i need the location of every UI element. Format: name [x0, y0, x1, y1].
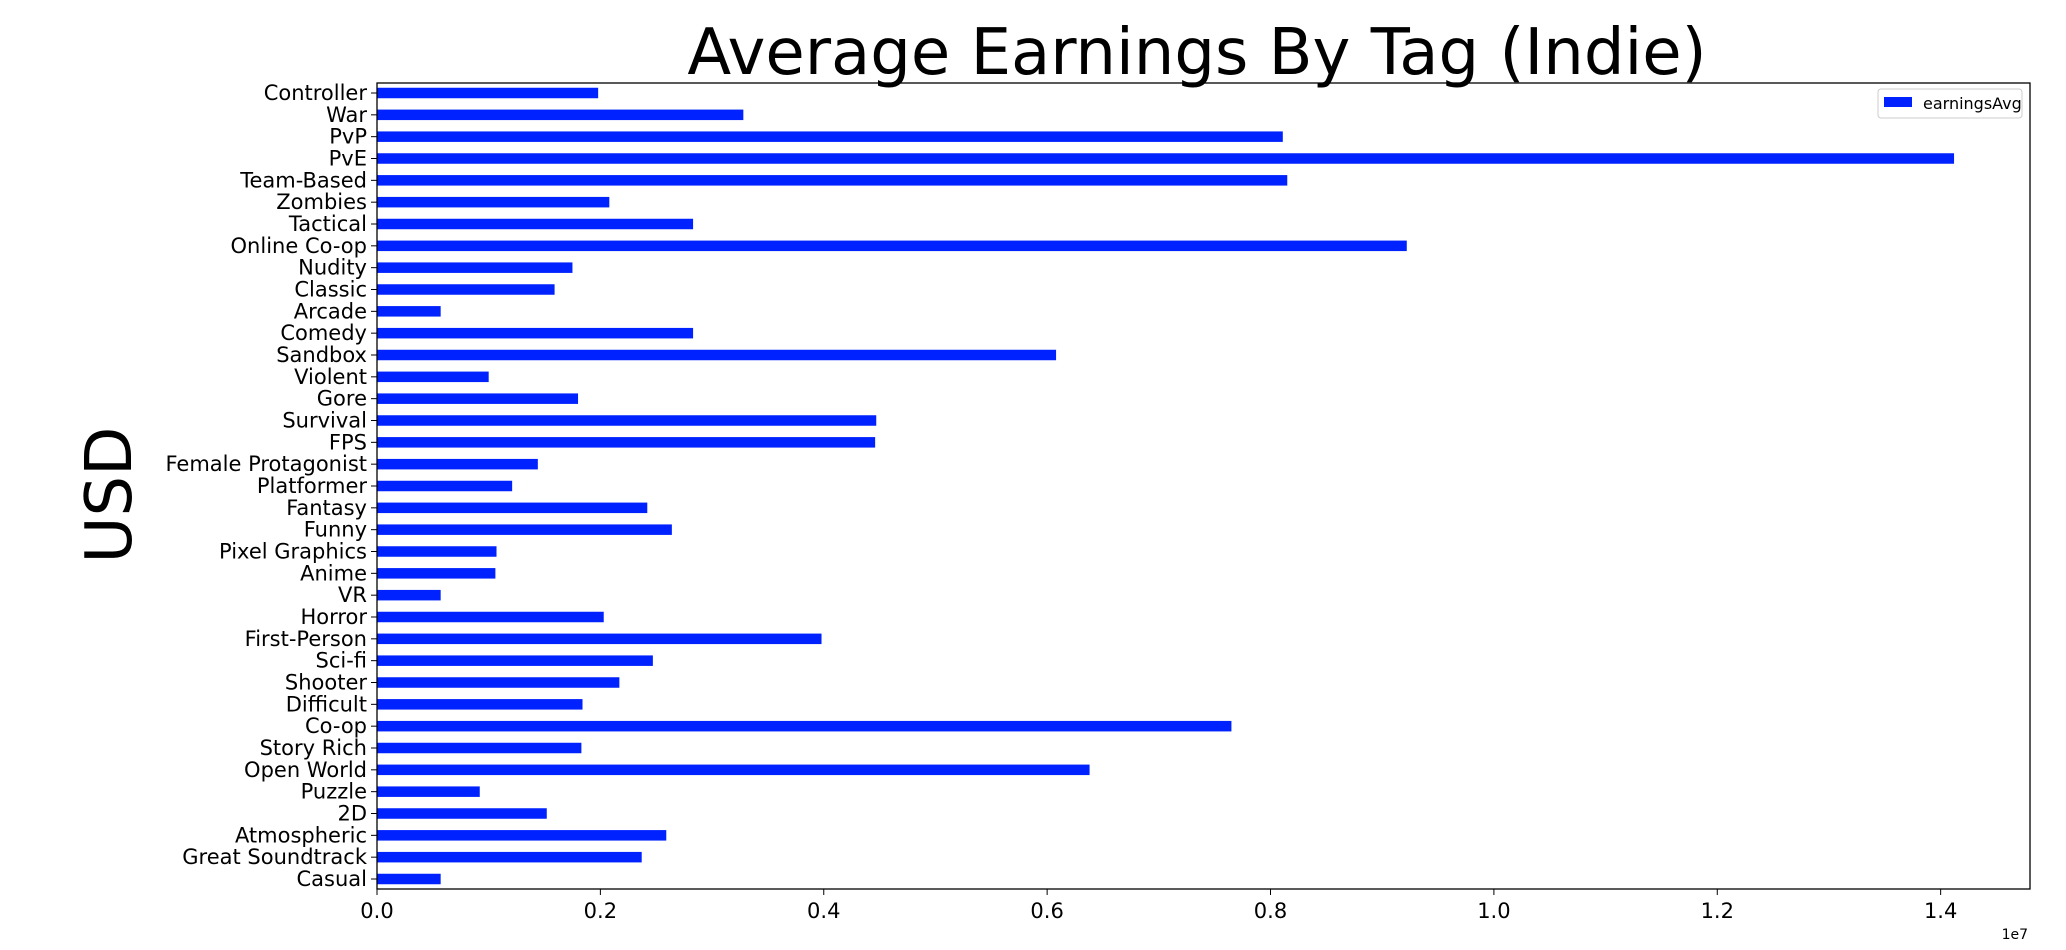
- bar-pvp: [377, 131, 1283, 142]
- x-tick-label: 0.6: [1030, 899, 1063, 923]
- bar-pixel-graphics: [377, 546, 497, 557]
- x-ticks-layer: 0.0 0.2 0.4 0.6 0.8 1.0 1.2 1.4: [360, 889, 1957, 923]
- y-tick-label: Team-Based: [239, 168, 367, 192]
- bar-team-based: [377, 175, 1288, 186]
- bar-zombies: [377, 196, 610, 208]
- legend: earningsAvg: [1877, 88, 2023, 119]
- y-tick-label: Story Rich: [260, 736, 367, 760]
- bar-fantasy: [377, 502, 648, 514]
- y-tick-label: Arcade: [294, 299, 367, 323]
- bar-arcade: [377, 306, 441, 317]
- x-tick-label: 1.0: [1477, 899, 1510, 923]
- legend-entry-label: earningsAvg: [1923, 94, 2022, 113]
- bar-vr: [377, 589, 441, 601]
- bar-funny: [377, 524, 672, 535]
- bar-female-protagonist: [377, 458, 538, 470]
- y-tick-label: Pixel Graphics: [219, 540, 367, 564]
- y-tick-label: Shooter: [285, 671, 367, 695]
- y-tick-label: Casual: [297, 867, 368, 891]
- bar-sci-fi: [377, 655, 653, 666]
- x-tick-label: 0.8: [1254, 899, 1287, 923]
- bar-controller: [377, 87, 599, 99]
- y-tick-label: Open World: [244, 758, 367, 782]
- y-tick-label: Classic: [294, 278, 367, 302]
- bar-2d: [377, 808, 547, 819]
- bar-great-soundtrack: [377, 851, 642, 863]
- y-tick-label: Online Co-op: [231, 234, 367, 258]
- x-tick-label: 0.0: [360, 899, 393, 923]
- y-tick-label: Gore: [317, 387, 367, 411]
- y-tick-label: Survival: [282, 409, 367, 433]
- bar-casual: [377, 873, 441, 885]
- y-tick-label: Platformer: [257, 474, 367, 498]
- y-tick-label: Controller: [264, 81, 368, 105]
- y-tick-label: Funny: [304, 518, 367, 542]
- bar-co-op: [377, 720, 1232, 732]
- x-tick-label: 0.2: [584, 899, 617, 923]
- bar-atmospheric: [377, 830, 667, 841]
- y-tick-label: Puzzle: [301, 780, 367, 804]
- y-tick-label: 2D: [337, 802, 367, 826]
- bar-difficult: [377, 699, 583, 710]
- bar-gore: [377, 393, 579, 404]
- y-tick-label: Horror: [300, 605, 367, 629]
- y-tick-label: Difficult: [286, 692, 367, 716]
- bar-classic: [377, 284, 555, 295]
- y-tick-label: Anime: [300, 561, 367, 585]
- y-tick-label: Female Protagonist: [165, 452, 367, 476]
- bars-layer: [377, 87, 1955, 885]
- y-tick-label: Sci-fi: [315, 649, 367, 673]
- y-tick-label: Sandbox: [276, 343, 367, 367]
- y-tick-label: Co-op: [305, 714, 367, 738]
- y-tick-label: FPS: [329, 430, 367, 454]
- y-tick-label: Tactical: [288, 212, 367, 236]
- y-tick-label: Atmospheric: [235, 823, 367, 847]
- bar-platformer: [377, 480, 513, 492]
- bar-comedy: [377, 327, 694, 339]
- y-tick-label: Violent: [294, 365, 367, 389]
- chart-title: Average Earnings By Tag (Indie): [687, 16, 1706, 90]
- plot-area-frame: [376, 82, 2031, 890]
- legend-swatch: [1884, 97, 1912, 107]
- bar-anime: [377, 568, 496, 579]
- y-tick-label: Nudity: [298, 256, 367, 280]
- bar-tactical: [377, 218, 694, 230]
- x-tick-label: 1.2: [1701, 899, 1734, 923]
- bar-survival: [377, 415, 877, 426]
- x-axis-offset-label: 1e7: [2002, 927, 2028, 943]
- bar-open-world: [377, 764, 1090, 776]
- y-tick-label: Fantasy: [286, 496, 367, 520]
- bar-story-rich: [377, 742, 582, 754]
- bar-online-co-op: [377, 240, 1407, 252]
- bar-nudity: [377, 262, 573, 273]
- y-tick-label: PvE: [329, 147, 367, 171]
- y-tick-label: VR: [338, 583, 367, 607]
- bar-first-person: [377, 633, 822, 645]
- bar-horror: [377, 611, 604, 623]
- bar-violent: [377, 371, 489, 383]
- bar-sandbox: [377, 349, 1057, 361]
- y-tick-label: PvP: [329, 125, 367, 149]
- bar-pve: [377, 153, 1955, 164]
- y-tick-label: Great Soundtrack: [182, 845, 368, 869]
- y-axis-label: USD: [73, 427, 147, 564]
- legend-frame: [1877, 88, 2023, 119]
- bar-war: [377, 109, 744, 121]
- x-tick-label: 0.4: [807, 899, 840, 923]
- bar-shooter: [377, 677, 620, 688]
- bar-puzzle: [377, 786, 480, 797]
- y-tick-label: War: [326, 103, 367, 127]
- bar-fps: [377, 437, 876, 448]
- y-tick-label: First-Person: [245, 627, 367, 651]
- y-tick-label: Comedy: [280, 321, 367, 345]
- y-tick-label: Zombies: [276, 190, 367, 214]
- x-tick-label: 1.4: [1924, 899, 1957, 923]
